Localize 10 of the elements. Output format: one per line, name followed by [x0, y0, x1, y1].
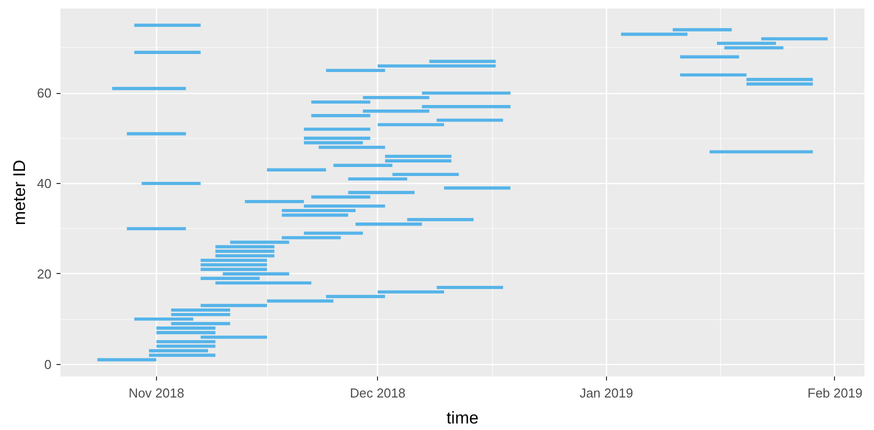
x-tick-label: Nov 2018 [128, 386, 184, 400]
y-tick-label: 60 [37, 86, 52, 101]
y-tick-label: 0 [44, 356, 52, 372]
x-tick-label: Feb 2019 [808, 386, 862, 400]
y-axis-title: meter ID [10, 160, 30, 226]
x-axis-title: time [446, 408, 479, 428]
x-tick-label: Jan 2019 [580, 386, 634, 400]
y-tick-label: 40 [37, 176, 52, 191]
y-tick-label: 20 [37, 266, 52, 282]
x-tick-label: Dec 2018 [350, 386, 406, 400]
